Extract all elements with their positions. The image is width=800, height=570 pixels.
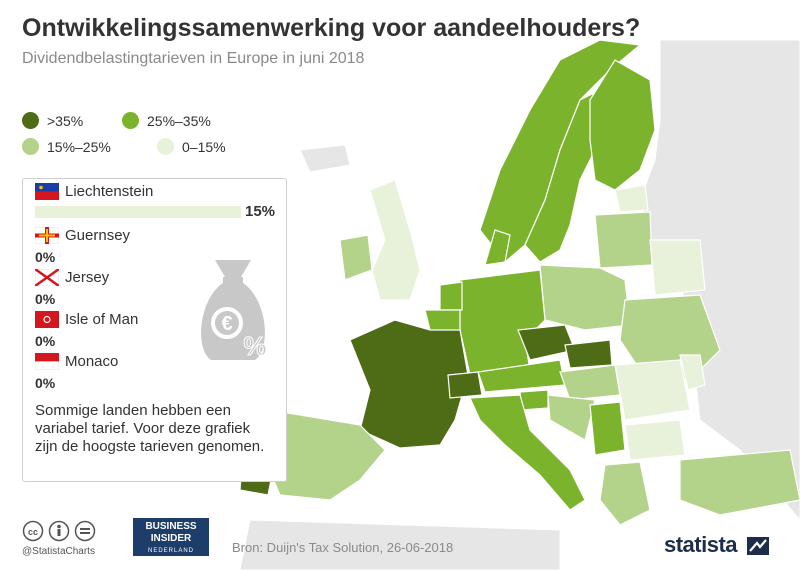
legend-item-25-35: 25%–35%	[122, 112, 211, 129]
france-shape	[349, 319, 469, 449]
guernsey-flag-icon	[35, 227, 59, 244]
creative-commons-icons: cc	[22, 520, 96, 542]
row-value-guernsey: 0%	[35, 249, 56, 265]
attribution-icon	[48, 520, 70, 542]
denmark-shape	[484, 229, 511, 266]
page-title: Ontwikkelingssamenwerking voor aandeelho…	[22, 14, 641, 42]
row-monaco: Monaco	[35, 353, 118, 370]
croatia-shape	[547, 394, 596, 441]
statista-charts-handle: @StatistaCharts	[22, 546, 95, 557]
cc-icon: cc	[22, 520, 44, 542]
poland-shape	[539, 264, 631, 331]
legend-swatch-25-35	[122, 112, 139, 129]
north-africa-land	[239, 519, 561, 570]
romania-shape	[614, 359, 691, 421]
map-countries	[239, 39, 800, 526]
bi-line-1: BUSINESS	[145, 521, 197, 532]
row-jersey: Jersey	[35, 269, 109, 286]
bi-line-3: NEDERLAND	[147, 548, 194, 554]
row-value-jersey: 0%	[35, 291, 56, 307]
legend-label-0-15: 0–15%	[182, 138, 226, 155]
row-value-monaco: 0%	[35, 375, 56, 391]
row-label-jersey: Jersey	[65, 269, 110, 286]
legend-label-15-25: 15%–25%	[47, 138, 111, 155]
row-value-isle-of-man: 0%	[35, 333, 56, 349]
row-isle-of-man: Isle of Man	[35, 311, 138, 328]
legend-label-25-35: 25%–35%	[147, 112, 211, 129]
svg-text:cc: cc	[28, 527, 38, 537]
bulgaria-shape	[624, 419, 686, 461]
non-highlighted-land	[239, 39, 800, 570]
svg-text:€: €	[221, 313, 232, 335]
statista-wordmark: statista	[664, 532, 738, 557]
liechtenstein-bar-track	[35, 206, 241, 218]
uk-shape	[369, 179, 421, 301]
source-note: Bron: Duijn's Tax Solution, 26-06-2018	[232, 540, 454, 555]
row-label-liechtenstein: Liechtenstein	[65, 183, 154, 200]
moldova-shape	[679, 354, 706, 391]
serbia-shape	[589, 401, 626, 456]
iceland-land	[299, 144, 351, 173]
row-liechtenstein: Liechtenstein	[35, 183, 153, 200]
small-territories-panel: Liechtenstein 15% Guernsey 0% Jersey 0% …	[22, 178, 287, 482]
baltics-shape	[594, 211, 653, 269]
legend-swatch-0-15	[157, 138, 174, 155]
row-value-liechtenstein: 15%	[245, 203, 276, 220]
monaco-flag-icon	[35, 353, 59, 370]
jersey-flag-icon	[35, 269, 59, 286]
hungary-shape	[559, 364, 621, 401]
legend-swatch-15-25	[22, 138, 39, 155]
legend-item-0-15: 0–15%	[157, 138, 226, 155]
legend-item-over-35: >35%	[22, 112, 83, 129]
ireland-shape	[339, 234, 373, 281]
belgium-shape	[424, 309, 461, 333]
row-guernsey: Guernsey	[35, 227, 130, 244]
estonia-shape	[614, 184, 649, 213]
netherlands-shape	[439, 281, 463, 311]
no-derivatives-icon	[74, 520, 96, 542]
bi-line-2: INSIDER	[150, 533, 192, 544]
legend-swatch-over-35	[22, 112, 39, 129]
slovakia-shape	[564, 339, 613, 369]
turkey-shape	[679, 449, 800, 516]
row-label-isle-of-man: Isle of Man	[65, 311, 139, 328]
money-bag-euro-percent-icon: € %	[201, 260, 267, 362]
finland-shape	[589, 59, 656, 191]
statista-mark-icon	[746, 537, 769, 556]
italy-shape	[469, 394, 586, 511]
business-insider-logo: BUSINESS INSIDER NEDERLAND	[133, 518, 209, 556]
page-subtitle: Dividendbelastingtarieven in Europe in j…	[22, 50, 365, 67]
liechtenstein-bar	[35, 206, 241, 218]
slovenia-shape	[519, 389, 549, 411]
legend-label-over-35: >35%	[47, 112, 84, 129]
statista-logo: statista	[664, 532, 769, 558]
belarus-shape	[649, 239, 706, 296]
legend-item-15-25: 15%–25%	[22, 138, 111, 155]
liechtenstein-flag-icon	[35, 183, 59, 200]
switzerland-shape	[447, 371, 483, 399]
isle-of-man-flag-icon	[35, 311, 59, 328]
row-label-monaco: Monaco	[65, 353, 119, 370]
greece-shape	[599, 461, 651, 526]
panel-note: Sommige landen hebben een variabel tarie…	[35, 402, 265, 455]
svg-text:%: %	[243, 331, 266, 361]
row-label-guernsey: Guernsey	[65, 227, 131, 244]
